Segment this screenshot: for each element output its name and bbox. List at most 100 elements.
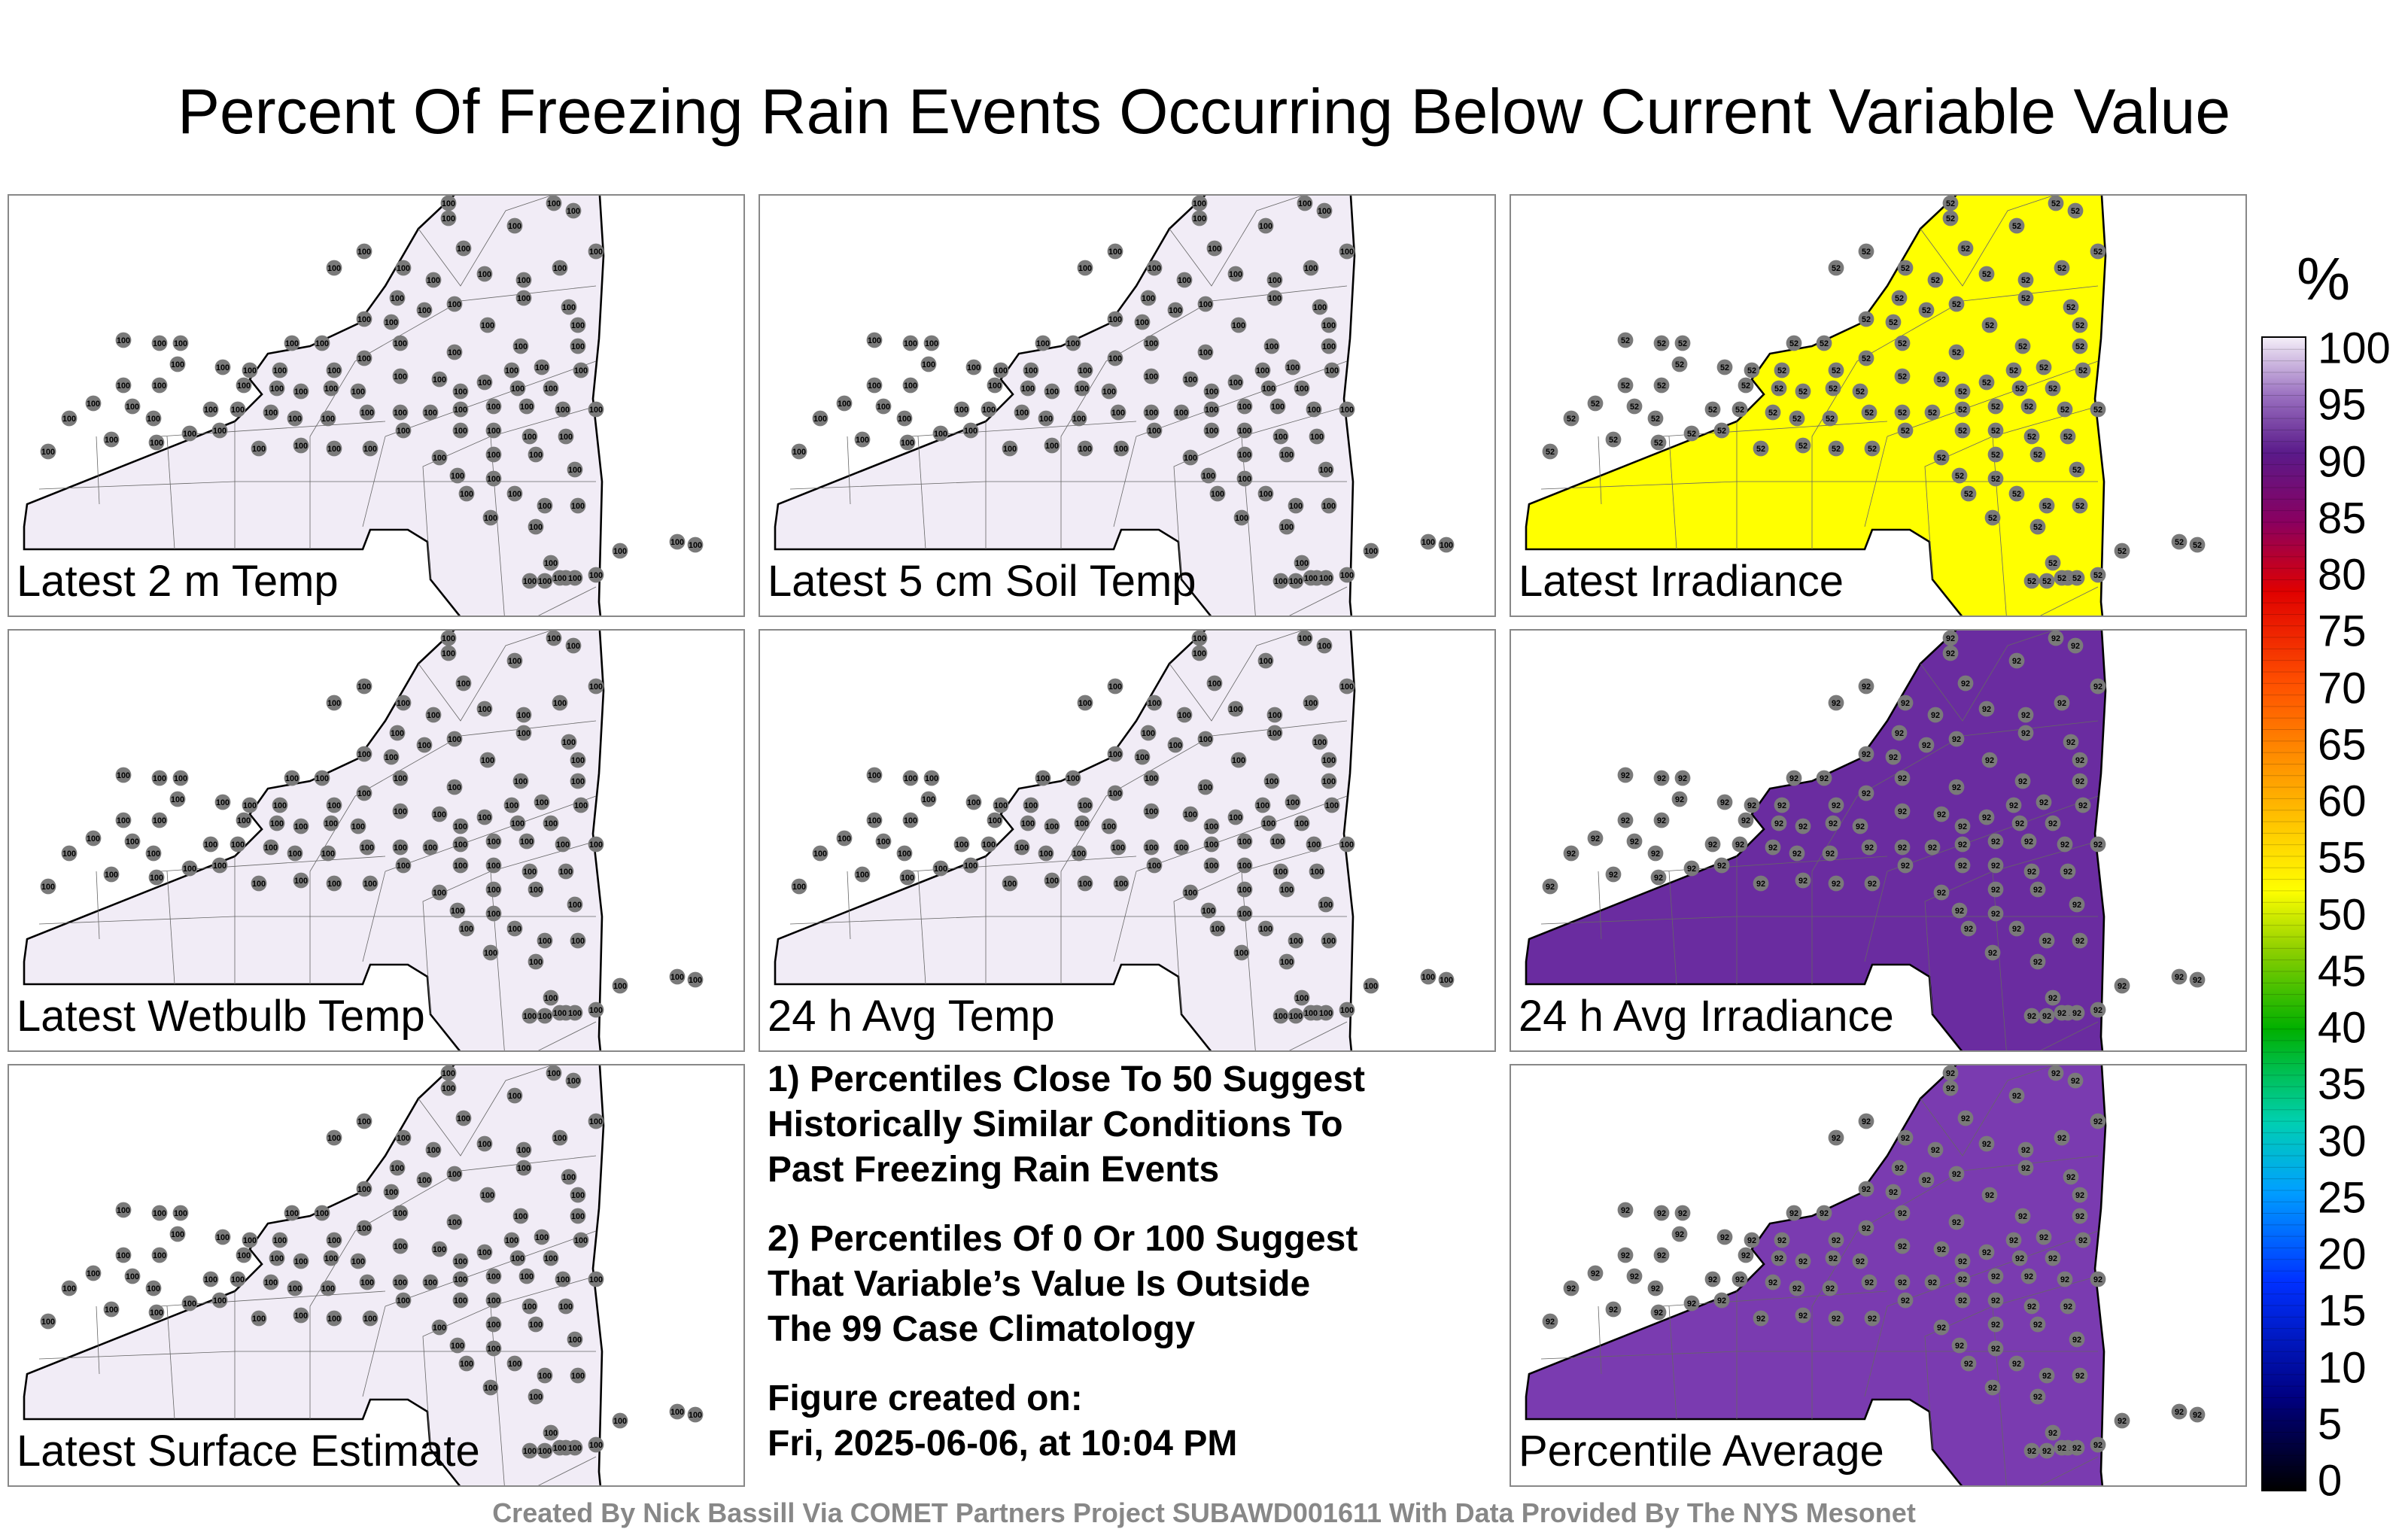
station-marker: 100	[431, 884, 448, 901]
station-value: 100	[213, 427, 227, 436]
station-dot	[2017, 707, 2034, 723]
station-dot	[40, 878, 56, 895]
station-marker: 100	[392, 368, 409, 385]
station-marker: 92	[1981, 752, 1998, 768]
station-value: 100	[1199, 348, 1212, 357]
station-marker: 100	[211, 422, 228, 439]
station-dot	[115, 332, 132, 348]
station-marker: 100	[1014, 404, 1030, 421]
station-dot	[1716, 359, 1733, 375]
county-line	[418, 1065, 552, 1157]
station-dot	[896, 410, 913, 427]
station-value: 100	[273, 366, 287, 375]
station-dot	[1339, 678, 1355, 695]
station-marker: 100	[1203, 836, 1220, 853]
station-value: 92	[1621, 771, 1630, 780]
station-marker: 100	[1263, 773, 1280, 789]
station-value: 100	[505, 1236, 518, 1245]
station-value: 92	[1946, 1069, 1955, 1078]
station-value: 100	[964, 862, 977, 871]
station-dot	[570, 317, 586, 333]
station-value: 100	[252, 880, 266, 889]
station-dot	[2036, 794, 2052, 810]
station-marker: 100	[1297, 631, 1313, 646]
station-value: 100	[517, 711, 531, 720]
station-value: 92	[1675, 1230, 1684, 1239]
station-value: 100	[1289, 502, 1303, 511]
station-marker: 100	[1191, 196, 1208, 211]
station-dot	[2017, 290, 2034, 306]
station-dot	[61, 410, 78, 427]
station-dot	[1294, 555, 1310, 571]
station-marker: 100	[458, 485, 475, 502]
station-value: 100	[517, 294, 531, 303]
station-dot	[2075, 362, 2091, 378]
county-line	[1289, 586, 1348, 616]
station-dot	[866, 377, 883, 394]
station-dot	[242, 362, 258, 378]
station-value: 52	[1898, 409, 1907, 418]
station-marker: 100	[431, 1319, 448, 1336]
station-dot	[923, 335, 940, 351]
station-marker: 100	[555, 836, 571, 853]
station-dot	[2060, 1298, 2076, 1315]
station-dot	[981, 836, 997, 853]
station-dot	[2029, 1388, 2046, 1405]
station-dot	[2114, 543, 2130, 559]
station-dot	[2072, 932, 2088, 949]
station-value: 100	[568, 1336, 582, 1345]
station-dot	[2036, 1229, 2052, 1245]
station-dot	[2045, 555, 2061, 571]
station-dot	[1933, 806, 1950, 822]
station-marker: 92	[2005, 797, 2022, 813]
station-value: 100	[1193, 214, 1206, 223]
station-marker: 92	[1897, 695, 1914, 711]
station-marker: 100	[416, 737, 433, 753]
station-dot	[356, 350, 372, 366]
station-marker: 100	[242, 797, 258, 813]
station-marker: 100	[537, 932, 553, 949]
station-dot	[558, 1298, 574, 1315]
station-value: 100	[327, 445, 341, 454]
station-marker: 100	[1230, 317, 1247, 333]
station-marker: 52	[2045, 555, 2061, 571]
station-dot	[588, 243, 604, 260]
station-marker: 100	[565, 202, 582, 219]
station-marker: 52	[1653, 377, 1670, 394]
station-dot	[356, 785, 372, 801]
station-value: 92	[1657, 1209, 1666, 1218]
station-marker: 100	[896, 845, 913, 862]
station-marker: 100	[1143, 368, 1160, 385]
station-value: 100	[508, 222, 521, 231]
station-dot	[2171, 533, 2188, 550]
station-marker: 52	[2045, 380, 2061, 397]
station-dot	[669, 533, 686, 550]
station-value: 100	[1280, 958, 1294, 967]
station-marker: 92	[1671, 791, 1688, 807]
station-marker: 100	[356, 1113, 372, 1129]
station-value: 92	[1931, 1146, 1940, 1155]
station-dot	[1957, 1110, 1974, 1126]
station-value: 92	[1708, 1275, 1717, 1284]
station-value: 100	[487, 1272, 500, 1281]
station-dot	[1272, 573, 1289, 589]
station-value: 100	[264, 409, 278, 418]
station-value: 100	[511, 1254, 524, 1263]
station-dot	[1077, 797, 1093, 813]
station-value: 100	[351, 822, 365, 831]
station-dot	[1948, 779, 1965, 795]
station-marker: 100	[543, 1424, 559, 1441]
station-value: 100	[270, 819, 284, 828]
station-value: 92	[2021, 1146, 2030, 1155]
station-value: 100	[1262, 819, 1275, 828]
station-dot	[1339, 401, 1355, 418]
station-marker: 100	[320, 1280, 336, 1296]
station-marker: 100	[1306, 401, 1322, 418]
station-value: 100	[478, 378, 491, 388]
station-value: 100	[487, 451, 500, 460]
station-dot	[1738, 1247, 1754, 1263]
station-dot	[85, 830, 102, 847]
station-value: 92	[2048, 1429, 2057, 1438]
station-marker: 100	[395, 422, 412, 439]
station-marker: 52	[1948, 296, 1965, 312]
